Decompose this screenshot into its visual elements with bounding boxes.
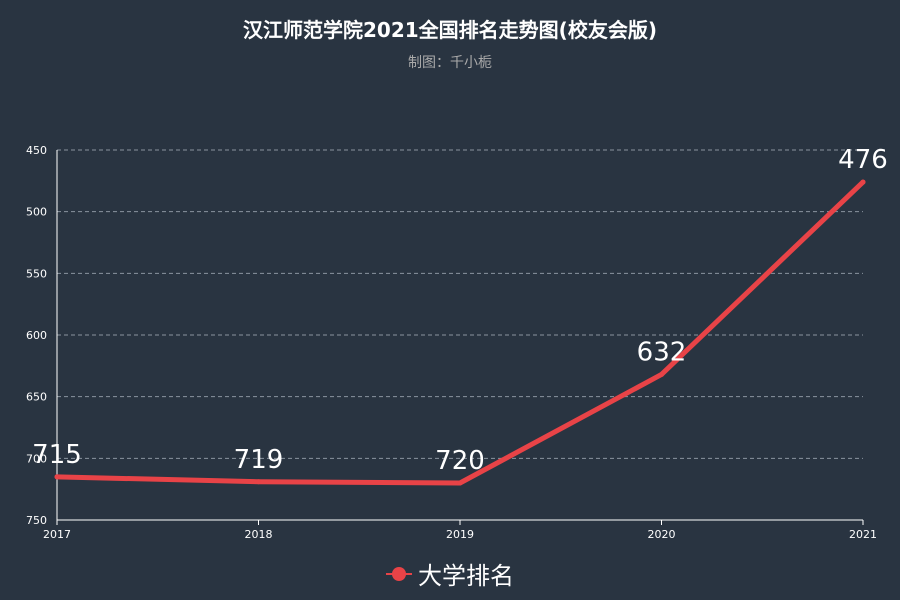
y-tick-label: 450 bbox=[26, 144, 47, 157]
y-tick-label: 500 bbox=[26, 206, 47, 219]
y-tick-label: 550 bbox=[26, 267, 47, 280]
data-point bbox=[457, 480, 463, 486]
data-label: 719 bbox=[234, 445, 284, 475]
x-tick-label: 2021 bbox=[849, 528, 877, 541]
x-tick-label: 2020 bbox=[648, 528, 676, 541]
data-label: 476 bbox=[838, 145, 888, 175]
data-label: 632 bbox=[637, 337, 687, 367]
y-tick-label: 650 bbox=[26, 391, 47, 404]
data-point bbox=[860, 179, 866, 185]
x-tick-label: 2019 bbox=[446, 528, 474, 541]
data-point bbox=[256, 479, 261, 485]
series-line bbox=[54, 179, 866, 486]
chart-legend[interactable]: 大学排名 bbox=[0, 556, 900, 591]
y-tick-label: 600 bbox=[26, 329, 47, 342]
y-tick-label: 750 bbox=[26, 514, 47, 527]
x-tick-label: 2018 bbox=[245, 528, 273, 541]
data-point bbox=[54, 474, 60, 480]
y-tick-label: 700 bbox=[26, 452, 47, 465]
chart-subtitle: 制图：千小栀 bbox=[408, 55, 492, 71]
chart-title: 汉江师范学院2021全国排名走势图(校友会版) bbox=[243, 18, 657, 42]
data-label: 720 bbox=[435, 446, 485, 476]
data-label: 715 bbox=[32, 440, 82, 470]
data-point bbox=[659, 371, 664, 377]
x-tick-label: 2017 bbox=[43, 528, 71, 541]
legend-label: 大学排名 bbox=[418, 562, 514, 590]
legend-marker-icon bbox=[386, 566, 412, 581]
